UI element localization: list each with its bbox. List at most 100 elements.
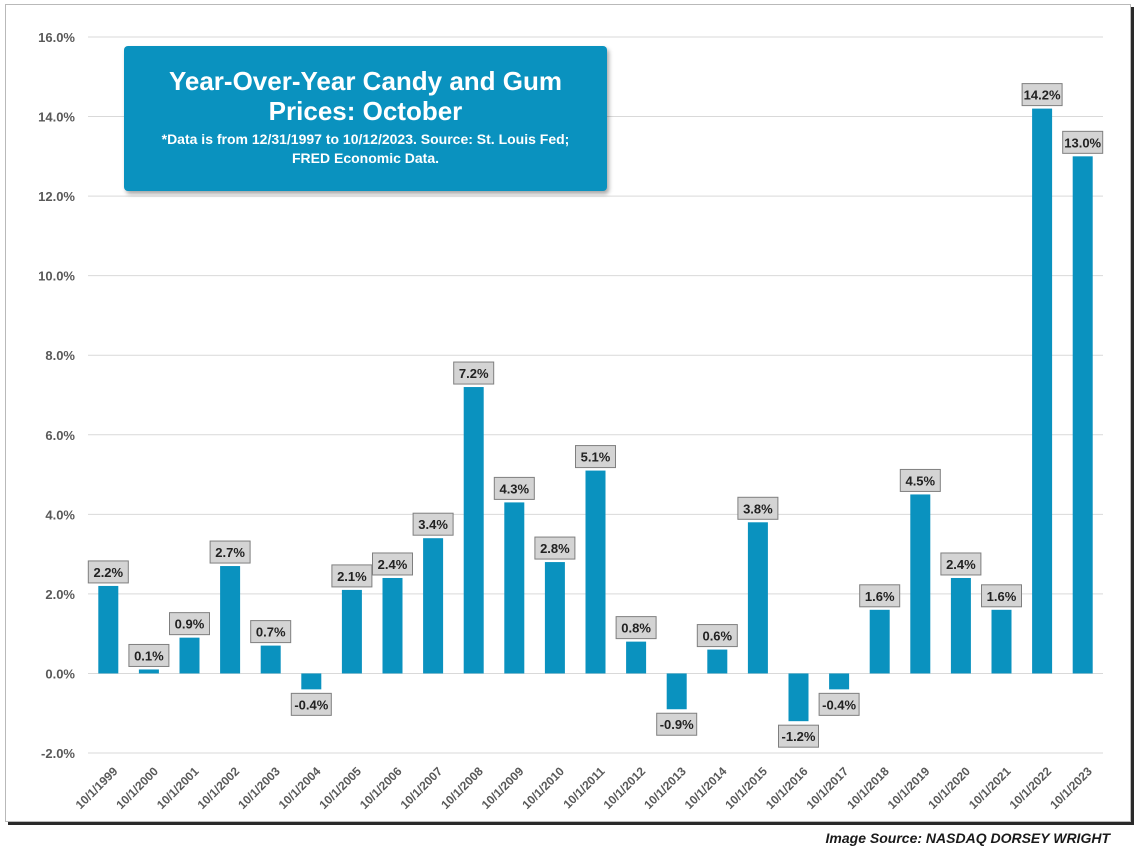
y-tick-label: -2.0% [41,746,75,761]
data-label-box [899,468,941,492]
data-label-box [493,476,535,500]
data-label-text: 4.5% [905,473,935,488]
data-label-text: 4.3% [499,481,529,496]
data-label: 2.1% [331,564,373,588]
bar [341,589,362,674]
data-label-box [656,712,698,736]
data-label-text: -0.4% [822,697,856,712]
data-label: 0.1% [128,643,170,667]
data-label: 2.8% [534,536,576,560]
y-tick-label: 14.0% [38,110,75,125]
data-label-text: 2.2% [93,565,123,580]
data-label-text: 5.1% [581,450,611,465]
data-label: 4.5% [899,468,941,492]
x-tick-label: 10/1/2006 [357,764,405,812]
data-label-text: -1.2% [782,729,816,744]
x-tick-label: 10/1/2020 [925,764,973,812]
y-tick-label: 12.0% [38,189,75,204]
bar [991,609,1012,674]
bar [869,609,890,674]
y-tick-label: 2.0% [45,587,75,602]
data-label-box [453,361,495,385]
bar [707,649,728,674]
x-axis-tick-labels: 10/1/199910/1/200010/1/200110/1/200210/1… [73,764,1095,812]
x-tick-label: 10/1/2019 [885,764,933,812]
data-label: 0.7% [250,620,292,644]
data-label-box [87,560,129,584]
bar [747,522,768,674]
data-label-text: 0.6% [702,629,732,644]
bar [504,502,525,674]
data-label-box [575,445,616,469]
x-tick-label: 10/1/2015 [722,764,770,812]
bar [585,470,606,674]
data-label-box [696,624,738,648]
x-tick-label: 10/1/2013 [641,764,689,812]
data-label-text: 7.2% [459,366,489,381]
y-tick-label: 6.0% [45,428,75,443]
data-label-box [169,612,210,636]
data-label-box [412,512,454,536]
x-tick-label: 10/1/2014 [682,764,730,812]
y-axis-tick-labels: -2.0% 0.0% 2.0% 4.0% 6.0% 8.0% 10.0% 12.0% 14.0%… [38,30,75,761]
bar [382,577,403,674]
bar [950,577,971,674]
x-tick-label: 10/1/2008 [438,764,486,812]
data-label-box [128,643,170,667]
data-label: 5.1% [575,445,616,469]
data-label: -0.4% [290,692,332,716]
data-label: 1.6% [981,584,1022,608]
data-label: 0.8% [615,616,657,640]
data-label-text: 3.4% [418,517,448,532]
data-label: 2.7% [209,540,251,564]
bar [788,673,809,722]
bar [98,585,119,674]
y-tick-label: 16.0% [38,30,75,45]
data-label-text: 1.6% [987,589,1017,604]
data-label: 1.6% [859,584,901,608]
data-label: 2.2% [87,560,129,584]
x-tick-label: 10/1/2002 [195,764,243,812]
data-label-text: -0.9% [660,717,694,732]
x-tick-label: 10/1/2012 [601,764,649,812]
y-tick-label: 0.0% [45,666,75,681]
bar [626,641,647,674]
data-label-box [331,564,373,588]
bar [301,673,322,690]
x-tick-label: 10/1/2003 [235,764,283,812]
bar [1032,108,1053,674]
data-label: 0.9% [169,612,210,636]
data-label-box [778,724,819,748]
bars [98,108,1093,722]
bar [463,387,484,674]
x-tick-label: 10/1/2004 [276,764,324,812]
data-label: -0.4% [818,692,860,716]
chart-subtitle: *Data is from 12/31/1997 to 10/12/2023. … [161,131,570,166]
x-tick-label: 10/1/2005 [316,764,364,812]
bar [220,566,241,674]
data-label-box [818,692,860,716]
data-label-text: 2.4% [378,557,408,572]
data-label-text: -0.4% [294,697,328,712]
data-label: 2.4% [372,552,413,576]
data-label-box [1021,83,1063,107]
x-tick-label: 10/1/2023 [1047,764,1095,812]
chart-title-box: Year-Over-Year Candy and Gum Prices: Oct… [124,46,607,191]
bar [666,673,687,710]
x-tick-label: 10/1/2021 [966,764,1014,812]
x-tick-label: 10/1/1999 [73,764,121,812]
data-label-text: 2.4% [946,557,976,572]
data-label-text: 1.6% [865,589,895,604]
image-source-credit: Image Source: NASDAQ DORSEY WRIGHT [825,830,1110,846]
data-label: 13.0% [1062,130,1104,154]
x-tick-label: 10/1/2010 [519,764,567,812]
x-tick-label: 10/1/2000 [113,764,161,812]
x-tick-label: 10/1/2017 [804,764,852,812]
x-tick-label: 10/1/2007 [398,764,446,812]
data-label: 14.2% [1021,83,1063,107]
data-label-box [940,552,982,576]
data-label-box [859,584,901,608]
data-label: 3.8% [737,496,779,520]
bar [423,538,444,674]
data-label-text: 0.9% [175,617,205,632]
